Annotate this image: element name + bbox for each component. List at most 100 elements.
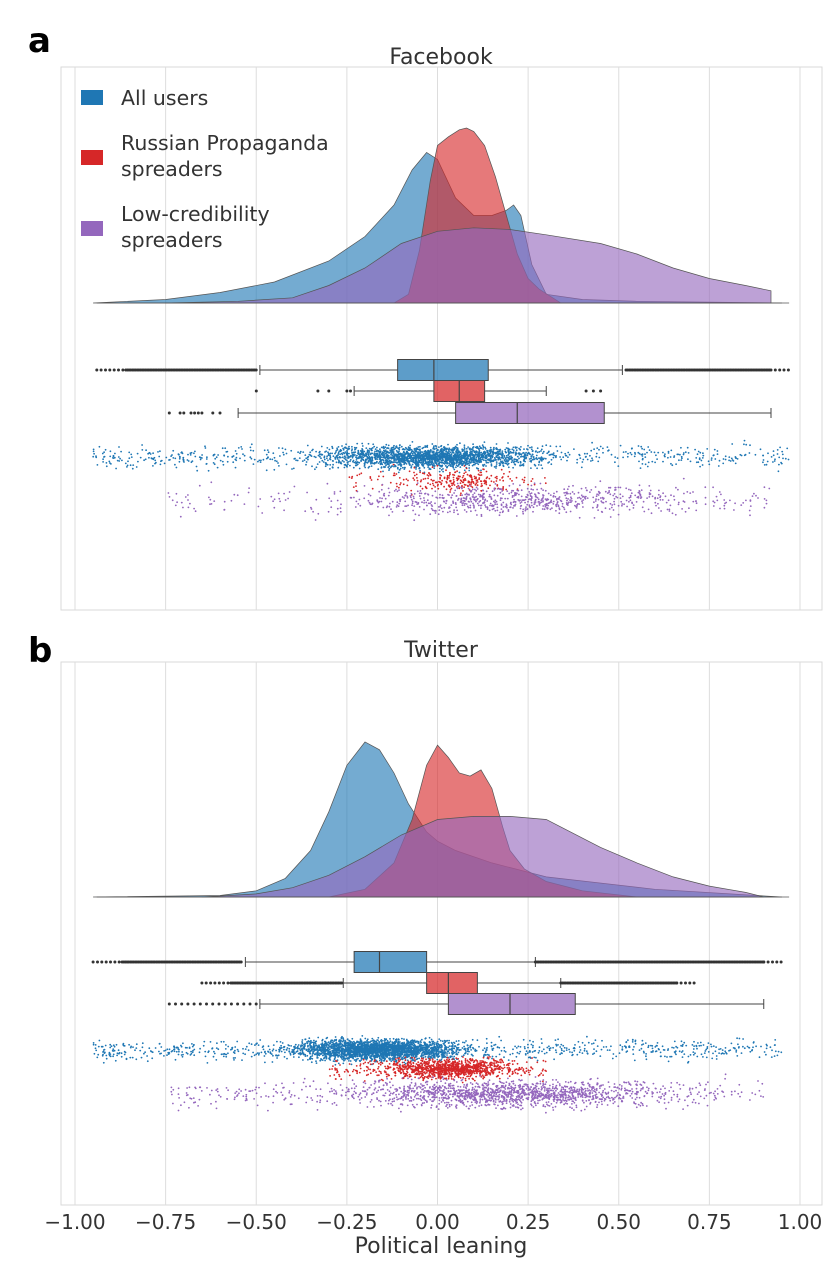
scatter-point <box>141 444 144 446</box>
scatter-point <box>514 501 517 503</box>
scatter-point <box>305 463 307 466</box>
scatter-point <box>357 449 360 452</box>
scatter-point <box>716 499 719 502</box>
scatter-point <box>226 460 229 463</box>
scatter-point <box>517 461 520 464</box>
scatter-point <box>640 489 643 491</box>
scatter-point <box>424 477 427 480</box>
scatter-point <box>401 1056 404 1059</box>
scatter-point <box>391 511 394 513</box>
scatter-point <box>220 1040 223 1043</box>
scatter-point <box>324 451 326 453</box>
scatter-point <box>521 499 524 501</box>
scatter-point <box>452 1050 455 1053</box>
scatter-point <box>644 453 646 455</box>
scatter-point <box>699 465 701 468</box>
outlier-point <box>773 368 777 372</box>
scatter-point <box>380 466 383 468</box>
scatter-point <box>381 463 384 466</box>
scatter-point <box>190 451 193 454</box>
scatter-point <box>480 451 483 454</box>
scatter-point <box>498 462 501 465</box>
scatter-point <box>452 500 454 503</box>
scatter-point <box>505 462 508 465</box>
scatter-point <box>716 453 719 455</box>
scatter-point <box>655 454 657 457</box>
scatter-point <box>459 475 461 478</box>
scatter-point <box>667 450 670 453</box>
outlier-point <box>193 411 197 415</box>
scatter-point <box>410 496 412 499</box>
scatter-point <box>350 496 353 499</box>
scatter-point <box>159 463 162 466</box>
scatter-point <box>314 468 316 471</box>
scatter-point <box>174 463 176 466</box>
scatter-point <box>578 453 581 456</box>
scatter-point <box>343 455 346 458</box>
outlier-point <box>211 411 215 415</box>
scatter-point <box>462 499 464 502</box>
scatter-point <box>553 454 556 457</box>
scatter-point <box>409 464 411 466</box>
scatter-point <box>131 467 134 470</box>
scatter-point <box>109 450 112 453</box>
scatter-point <box>567 451 570 454</box>
scatter-point <box>650 512 653 515</box>
scatter-point <box>419 480 422 483</box>
scatter-point <box>530 498 532 501</box>
scatter-point <box>657 502 659 505</box>
scatter-point <box>599 480 602 483</box>
scatter-point <box>500 508 503 510</box>
scatter-point <box>247 491 250 494</box>
scatter-point <box>531 453 534 456</box>
scatter-point <box>398 477 401 479</box>
scatter-point <box>686 446 689 449</box>
scatter-point <box>438 462 441 465</box>
scatter-point <box>352 466 355 469</box>
scatter-point <box>781 453 784 456</box>
scatter-point <box>581 1052 584 1054</box>
scatter-point <box>485 1037 488 1040</box>
scatter-point <box>581 502 584 504</box>
scatter-point <box>158 455 161 458</box>
scatter-point <box>609 502 612 505</box>
scatter-point <box>306 491 308 494</box>
scatter-point <box>234 1046 237 1048</box>
scatter-point <box>387 494 390 497</box>
scatter-point <box>328 448 331 451</box>
scatter-point <box>388 465 391 467</box>
scatter-point <box>265 453 268 456</box>
scatter-point <box>511 459 513 461</box>
scatter-point <box>178 453 180 456</box>
scatter-point <box>436 1040 439 1043</box>
scatter-point <box>535 450 537 452</box>
scatter-point <box>396 490 399 493</box>
scatter-point <box>278 497 281 500</box>
scatter-point <box>431 494 434 497</box>
scatter-point <box>209 503 211 506</box>
scatter-point <box>116 459 119 462</box>
scatter-point <box>435 445 438 448</box>
scatter-point <box>484 452 487 455</box>
scatter-point <box>547 504 549 507</box>
scatter-point <box>638 484 641 487</box>
scatter-point <box>482 446 485 449</box>
scatter-point <box>379 462 382 465</box>
scatter-point <box>291 468 293 470</box>
scatter-point <box>541 445 544 448</box>
scatter-point <box>520 501 523 503</box>
scatter-point <box>512 449 515 452</box>
scatter-point <box>441 461 443 464</box>
scatter-point <box>541 452 544 455</box>
scatter-point <box>695 500 697 503</box>
scatter-point <box>464 451 467 454</box>
scatter-point <box>677 503 680 506</box>
outlier-point <box>112 368 116 372</box>
scatter-point <box>362 452 365 455</box>
scatter-point <box>242 453 244 456</box>
scatter-point <box>648 496 651 498</box>
scatter-point <box>377 468 380 471</box>
scatter-point <box>385 506 388 509</box>
panel-letter-a: a <box>28 21 51 61</box>
scatter-point <box>189 454 192 456</box>
